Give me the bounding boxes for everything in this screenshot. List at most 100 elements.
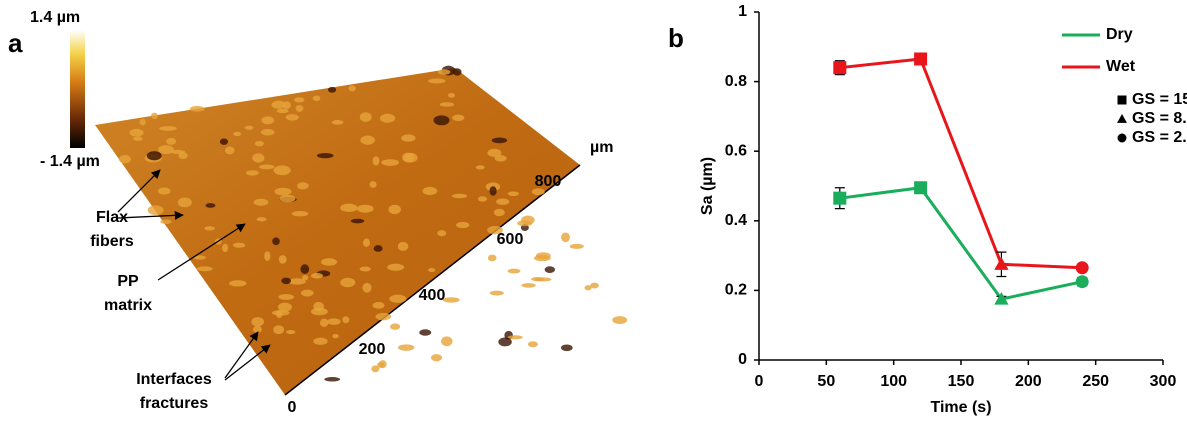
spot	[259, 164, 275, 170]
marker	[1075, 275, 1089, 289]
spot	[166, 137, 177, 145]
spot	[300, 264, 310, 274]
spot	[342, 316, 350, 324]
spot	[286, 329, 296, 335]
spot	[159, 126, 177, 131]
spot	[428, 268, 436, 273]
spot	[277, 302, 292, 312]
spot	[233, 131, 242, 137]
spot	[362, 282, 372, 293]
spot	[253, 198, 269, 206]
spot	[487, 148, 502, 157]
axis-tick-label: 400	[419, 287, 446, 304]
panel-label: a	[8, 28, 23, 58]
spot	[300, 289, 314, 297]
spot	[288, 278, 306, 285]
spot	[274, 187, 292, 196]
spot	[452, 114, 465, 122]
annotation: Interfaces	[136, 371, 212, 388]
spot	[281, 277, 292, 285]
legend-marker	[1117, 95, 1127, 105]
legend-label: Wet	[1106, 58, 1136, 75]
spot	[441, 336, 453, 347]
spot	[178, 152, 188, 160]
spot	[272, 309, 290, 316]
legend-label: Dry	[1106, 26, 1133, 43]
spot	[369, 181, 377, 188]
spot	[517, 220, 533, 227]
axis-tick-label: 0	[288, 399, 297, 416]
spot	[278, 255, 287, 264]
spot	[320, 258, 338, 266]
x-tick-label: 300	[1150, 373, 1177, 390]
spot	[332, 333, 339, 339]
spot	[264, 251, 271, 261]
spot	[569, 243, 584, 249]
spot	[544, 266, 556, 273]
spot	[401, 134, 416, 142]
colorbar	[70, 30, 85, 148]
spot	[219, 138, 229, 145]
spot	[375, 312, 392, 321]
marker	[833, 61, 847, 75]
spot	[387, 263, 405, 271]
spot	[177, 197, 192, 208]
spot	[419, 329, 432, 336]
spot	[451, 193, 468, 199]
spot	[402, 152, 414, 163]
spot	[477, 196, 488, 202]
spot	[311, 272, 323, 279]
spot	[233, 242, 246, 248]
annotation: fractures	[140, 395, 209, 412]
x-axis-title: Time (s)	[930, 399, 991, 416]
spot	[533, 255, 551, 262]
spot	[489, 290, 504, 296]
spot	[118, 154, 131, 164]
spot	[442, 297, 460, 303]
spot	[527, 341, 538, 348]
spot	[487, 225, 503, 235]
spot	[379, 113, 396, 123]
spot	[279, 194, 296, 203]
y-tick-label: 0.6	[725, 142, 747, 159]
marker	[994, 257, 1009, 270]
spot	[397, 344, 415, 351]
spot	[301, 274, 309, 281]
y-tick-label: 0.8	[725, 73, 747, 90]
spot	[189, 105, 205, 112]
spot	[348, 85, 356, 92]
spot	[271, 100, 286, 109]
spot	[439, 102, 454, 107]
spot	[494, 154, 507, 162]
y-tick-label: 1	[738, 3, 747, 20]
spot	[437, 230, 447, 237]
spot	[590, 282, 599, 289]
surface-axis	[284, 164, 581, 396]
spot	[224, 146, 235, 155]
spot	[491, 137, 508, 144]
marker-legend-label: GS = 2.5 µm	[1132, 129, 1187, 146]
spot	[507, 335, 523, 340]
spot	[448, 92, 455, 98]
spot	[507, 191, 519, 197]
panel-a: a 1.4 µm - 1.4 µm µm 800 600 400 200 0 Flax fi…	[8, 9, 628, 416]
spot	[340, 203, 358, 213]
marker-legend-label: GS = 8.5 µm	[1132, 110, 1187, 127]
x-tick-label: 250	[1082, 373, 1109, 390]
spot	[397, 241, 409, 251]
spot	[158, 187, 171, 195]
spot	[475, 165, 485, 170]
spot	[372, 156, 380, 166]
spot	[256, 217, 267, 222]
spot	[327, 318, 341, 325]
marker	[914, 181, 928, 195]
spot	[260, 128, 275, 136]
spot	[612, 316, 628, 324]
spot	[297, 182, 309, 190]
colorbar-min: - 1.4 µm	[40, 153, 100, 170]
spot	[193, 255, 207, 260]
spot	[359, 266, 371, 272]
spot	[196, 266, 213, 272]
annotation: PP	[117, 273, 139, 290]
